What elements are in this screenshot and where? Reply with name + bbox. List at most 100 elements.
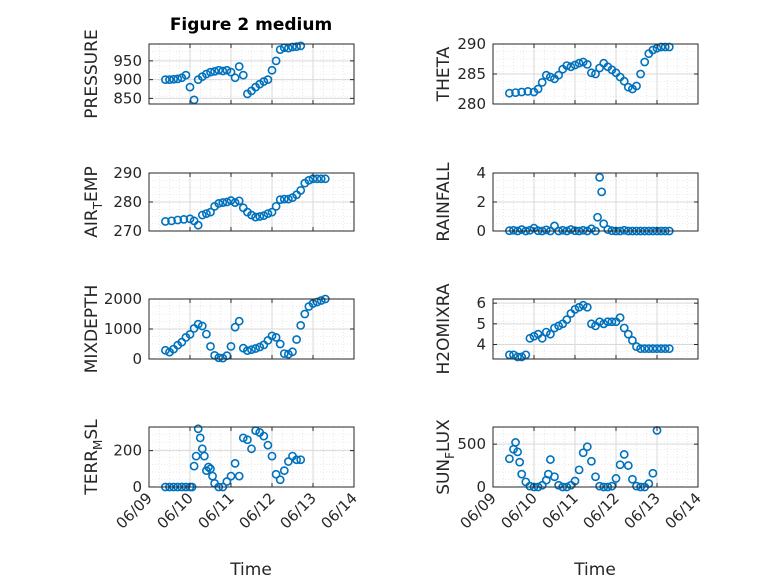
y-tick-label: 900 [113,71,142,89]
data-point [230,73,240,83]
data-point [597,187,607,197]
data-point [509,225,518,235]
data-point [537,78,547,87]
y-tick-label: 290 [113,164,142,182]
data-point [578,448,588,458]
data-point [169,74,178,84]
data-point [288,42,297,52]
subplot-air-temp: 270 280 290 AIRTEMP [82,164,355,240]
data-point [230,198,240,207]
data-point [603,317,613,327]
data-point [623,82,633,92]
data-point [546,329,555,339]
data-point [283,194,293,204]
data-point [279,194,289,204]
y-label-subscript: M [91,440,105,450]
data-point [599,219,609,229]
y-label-subscript: T [91,201,105,210]
data-point [222,477,232,486]
data-point [263,209,273,218]
data-point [193,319,203,329]
y-label-rest: EMP [82,166,102,202]
axes-box [148,426,355,488]
data-point [173,215,183,225]
data-point [511,438,520,447]
y-axis-label: MIXDEPTH [82,285,102,374]
data-point [179,214,189,224]
data-point [628,474,637,484]
y-axis-label: PRESSURE [82,29,102,118]
y-tick-label: 950 [113,52,142,70]
y-axis-label: RAINFALL [434,162,454,242]
data-point [275,195,285,205]
data-point [296,41,306,51]
y-axis-label: TERRMSL [82,419,105,496]
data-point [160,217,170,226]
data-point [316,296,326,305]
data-point [619,450,629,459]
data-point [660,42,670,52]
data-point [513,447,522,457]
data-point [160,75,170,85]
data-point [210,66,219,76]
data-point [517,225,527,234]
data-point [292,455,301,465]
y-label-rest: SL [82,419,102,440]
data-point [591,69,600,79]
data-point [558,225,568,235]
data-point [255,212,265,221]
data-point [259,77,269,86]
data-point [648,45,658,55]
y-label-main: TERR [82,450,102,496]
data-point [279,466,289,476]
y-tick-label: 280 [113,193,142,211]
data-point [267,65,277,75]
data-point [587,68,596,78]
data-point [656,344,666,354]
x-axis-label-left: Time [229,560,272,580]
data-point [251,344,260,353]
data-point [504,88,514,98]
data-point [193,424,203,434]
data-point [263,440,273,450]
y-tick-label: 0 [476,222,486,240]
data-point [533,84,543,94]
data-point [185,329,195,339]
data-point [189,461,199,471]
data-point [279,349,289,358]
data-point [304,175,314,185]
figure-title: Figure 2 medium [170,15,332,35]
data-point [226,67,236,77]
data-point [648,468,658,478]
data-point [623,461,633,470]
data-point [275,45,285,55]
data-point [513,352,522,362]
data-point [632,481,641,491]
data-point [537,333,547,343]
y-tick-label: 270 [113,222,142,240]
y-tick-label: 0 [132,478,142,496]
data-point [541,225,551,235]
data-point [652,344,662,354]
data-point [288,347,297,357]
data-point [541,70,551,80]
data-point [603,225,613,234]
data-point [515,457,525,467]
data-point [189,95,199,105]
data-point [226,341,236,351]
data-point [238,70,248,80]
data-point [504,454,514,464]
data-point [204,462,213,472]
data-point [267,207,277,217]
y-axis-label: H2OMIXRA [434,283,454,374]
data-point [283,457,293,466]
data-point [271,201,281,211]
y-tick-label: 4 [476,336,486,354]
data-point [275,475,285,485]
data-point [222,197,232,207]
data-point [230,322,240,332]
y-tick-label: 1000 [104,320,142,338]
data-point [259,431,269,441]
